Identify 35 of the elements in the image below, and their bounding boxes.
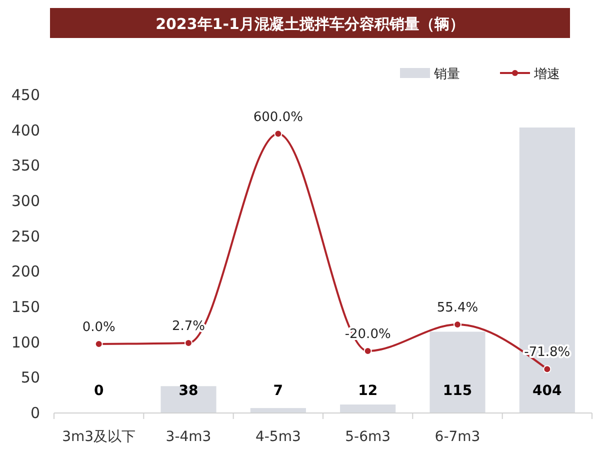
- y-tick-label: 250: [11, 227, 40, 246]
- data-label: 55.4%: [436, 300, 478, 316]
- data-label: 0.0%: [82, 320, 116, 335]
- bar: [250, 408, 306, 413]
- y-tick-label: 300: [11, 192, 40, 210]
- bar: [160, 386, 216, 413]
- x-tick-label: 3-4m3: [166, 429, 212, 445]
- bar: [340, 404, 396, 413]
- bar: [519, 128, 575, 413]
- y-tick-label: 400: [11, 121, 40, 140]
- data-label: 0: [94, 383, 104, 399]
- point: [543, 365, 552, 374]
- data-label: 38: [178, 383, 198, 399]
- y-tick-label: 50: [20, 368, 40, 387]
- data-label: 115: [442, 383, 472, 399]
- point: [274, 130, 282, 138]
- x-tick-label: 4-5m3: [255, 429, 301, 445]
- legend-label: 销量: [433, 67, 460, 82]
- legend-label: 增速: [533, 67, 560, 82]
- y-tick-label: 450: [11, 86, 40, 104]
- bar: [430, 332, 486, 413]
- x-tick-label: 3m3及以下: [62, 429, 136, 445]
- y-tick-label: 100: [11, 333, 40, 352]
- y-tick-label: 0: [30, 404, 40, 422]
- y-tick-label: 150: [11, 298, 40, 316]
- x-tick-label: 6-7m3: [434, 429, 480, 445]
- data-label: 600.0%: [253, 110, 303, 125]
- data-label: -71.8%: [524, 345, 570, 360]
- y-tick-label: 350: [11, 156, 40, 175]
- y-tick-label: 200: [11, 262, 40, 281]
- chart-title: 2023年1-1月混凝土搅拌车分容积销量（辆）: [156, 15, 464, 33]
- data-label: 12: [358, 383, 378, 399]
- data-label: 7: [273, 383, 284, 399]
- data-label: 404: [532, 383, 562, 399]
- x-tick-label: 5-6m3: [345, 429, 391, 445]
